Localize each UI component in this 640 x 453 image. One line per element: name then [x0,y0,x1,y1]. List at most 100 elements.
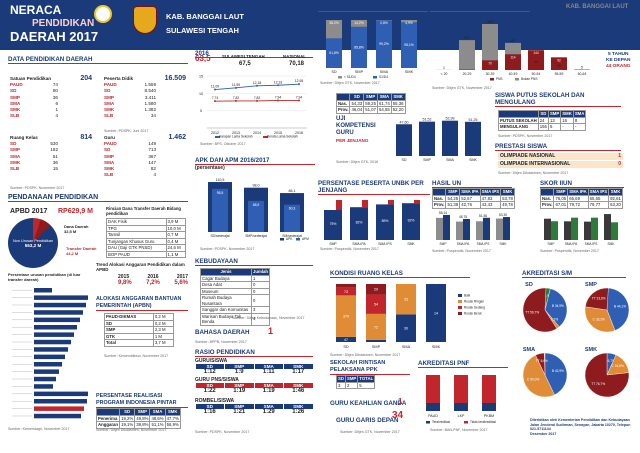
bar-non-unbk [388,200,394,205]
source-note: Sumber: PDSPK, November 2017 [195,430,250,434]
trend-value: 7,2% [146,280,160,286]
iiun-title: SKOR IIUN [540,180,624,188]
stat-value: 4 [55,113,58,119]
usia-title: GURU MENURUT USIA [430,4,530,12]
trend-table: 2015 2016 2017 9,8% 7,2% 5,6% [118,274,188,286]
table-row: Prov. 46,04 51,07 54,55 52,20 [335,106,406,114]
data-label: 11,09 [211,85,219,89]
footer: Diterbitkan oleh Kementerian Pendidikan … [530,418,636,436]
rasio-value: 1:29 [262,409,275,415]
pensiun-line: PENSIUN [607,46,629,51]
stack-segment [366,339,386,342]
rasio-title: RASIO PENDIDIKAN [195,349,313,357]
data-label: 70 [488,61,492,65]
stat-key: PAUD [104,82,117,88]
x-tick-label: SMA [380,70,389,74]
ukg-title3: GURU [336,130,354,136]
data-label: 12,33 [274,80,283,84]
stat-key: SLB [104,172,114,178]
stat-key: SMP [104,94,114,100]
bar-nas [604,214,611,240]
ipm-prov: 67,5 [239,61,251,67]
stat-row: SMK 36 [10,160,58,166]
series-point [298,99,300,102]
stack-segment [336,287,356,296]
rasio-value: 1:21 [233,409,246,415]
bar-2017 [483,217,490,240]
bar-below-s1 [326,20,342,39]
x-tick-label: SMP [372,345,381,349]
satuan-pendidikan: Satuan Pendidikan 204 PAUD 74 SD 80 SMP 36 SMA 6… [10,75,92,119]
ministry-logo [94,5,112,23]
table-cell: 47,7% [164,414,181,422]
bar-accredited [482,403,496,411]
y-tick-label: 15 [199,75,203,79]
data-label: 89% [382,219,389,223]
legend-swatch [458,294,462,297]
rasio-value: 1:46 [292,388,305,394]
data-label: 92 [557,58,561,62]
data-label: 217 [464,36,470,40]
table-header-cell: SMA IPS [587,188,610,196]
data-label: 5 [581,65,583,69]
table-header: SD SMP SMA SMK [335,93,406,101]
trend-year: 2017 [176,274,188,280]
slice-label: A 3,9% [542,294,552,298]
trend-value: 9,8% [118,280,132,286]
data-label: 99,2% [379,42,389,46]
ipm-chart: 15 10 5 2012 2013 2014 2015 2016 11,09 11,59 12,18… [199,75,307,139]
source-note: Sumber: BPS, Oktober 2017 [200,142,246,146]
data-label: 58,14 [439,211,447,215]
rasio-block: GURU/SISWA SD SMP SMA SMK 1:12 1:9 1:11 1:17 GU… [195,358,313,415]
table-cell: 2 [344,381,359,389]
table-row: Tunjangan Khusus Guru 0,4 M [106,237,187,245]
stat-value: 36 [52,94,58,100]
stat-value: 4 [153,172,156,178]
kebudayaan-table: Jenis Jumlah Cagar Budaya 1 Desa Adat 0 Museum… [200,268,271,326]
pns-siswa-label: GURU PNS/SISWA [195,377,239,383]
x-tick-label: SMK [469,158,477,162]
bar-2017 [503,217,510,240]
hasil-un-chart: 58,14 SMP 48,75 SMA IPA 51,56 SMA IPS 53,30 SMK [436,211,510,246]
prestasi-label: OLIMPIADE INTERNASIONAL [500,161,571,167]
data-label: 52,99 [446,117,455,121]
pensiun-note: GURU PENSIUN 5 TAHUN KE DEPAN 44 ORANG [606,40,631,70]
stat-row: SD 713 [104,147,156,153]
satuan-label: Satuan Pendidikan [10,76,52,81]
stat-key: SMP [10,94,20,100]
stat-row: SLB 15 [10,166,58,172]
data-label: 60,3 [289,207,296,211]
data-label: 334 [487,20,493,24]
bar-prov [591,217,598,240]
bar-bukan-pns [574,69,590,70]
stat-value: 713 [148,147,156,153]
data-label: 7,94 [275,95,282,99]
region-bar [34,413,81,419]
table-cell: Penerima [95,414,121,422]
table-cell: 59,25 [363,99,378,107]
stat-row: SD 530 [10,141,58,147]
stat-value: 51 [52,153,58,159]
table-cell: 3 [336,381,346,389]
table-cell: Rumah Budaya Nusantara [200,294,252,307]
stat-value: 147 [148,159,156,165]
slice-label: TT 6,6% [536,359,548,363]
bar-pns [482,60,498,70]
table-row: DAU (Gaji GTK PNSD) 24,6 M [106,244,187,252]
pie-title: SMA [523,347,535,353]
table-cell: 52,20 [390,106,406,114]
guru-total: 1.462 [168,134,186,141]
table-cell: Prov. [335,106,351,114]
source-note: Sumber: Ditjen Dikdasmen, November 2017 [96,428,167,432]
rintisan-table: SD SMP TOTAL 3 2 5 [336,375,376,389]
bar [465,121,481,156]
stat-key: SMA [104,100,115,106]
x-tick-label: SMK [405,70,414,74]
pie-slice [522,354,555,398]
stat-row: SMP 367 [104,154,156,160]
x-tick-label: 30-39 [486,72,495,76]
bar-nas [584,221,591,240]
table-cell: 53,78 [500,194,515,202]
stat-row: SMK 82 [104,166,156,172]
ukg-title: UJI KOMPETENSI GURU PER JENJANG [336,116,376,144]
